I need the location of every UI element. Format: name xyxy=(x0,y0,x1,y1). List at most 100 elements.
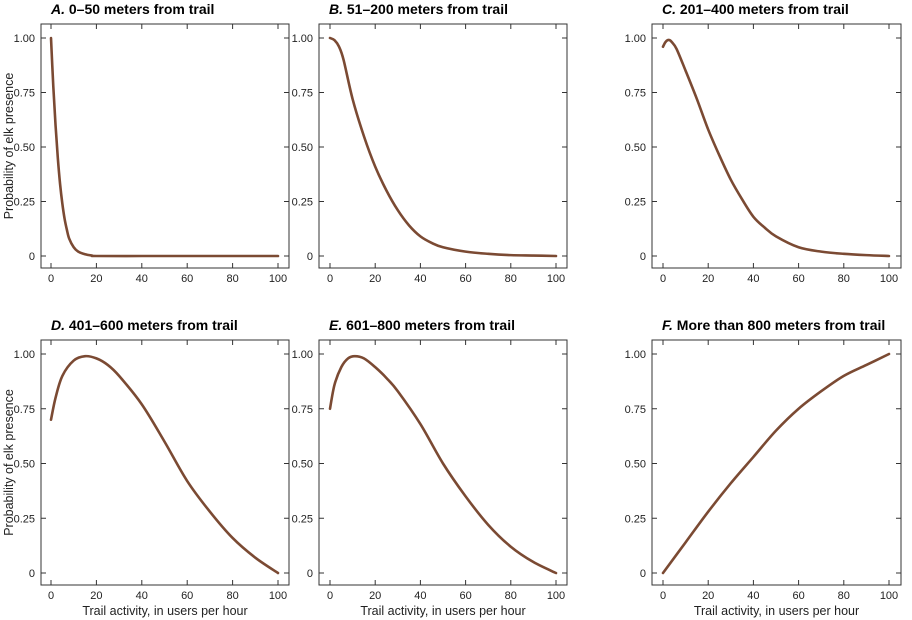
x-tick-label: 60 xyxy=(459,273,471,285)
x-axis-label: Trail activity, in users per hour xyxy=(82,604,247,618)
probability-curve xyxy=(661,352,891,575)
probability-curve xyxy=(49,354,280,575)
y-tick-label: 0.25 xyxy=(625,513,646,525)
y-tick-label: 0 xyxy=(640,251,646,263)
y-tick-label: 0 xyxy=(29,251,35,263)
panel-title-text: 601–800 meters from trail xyxy=(342,317,515,333)
x-tick-label: 20 xyxy=(369,590,381,602)
probability-curve xyxy=(328,36,558,258)
x-tick-label: 80 xyxy=(838,590,850,602)
y-tick-label: 0.75 xyxy=(625,404,646,416)
panel-d: D. 401–600 meters from trail 0 20 40 60 80 100… xyxy=(2,317,290,618)
x-tick-label: 40 xyxy=(414,590,426,602)
x-tick-label: 20 xyxy=(90,590,102,602)
panel-letter: E. xyxy=(329,317,342,333)
panel-e: E. 601–800 meters from trail 0 20 40 60 80 100… xyxy=(292,317,568,618)
probability-curve xyxy=(49,36,280,258)
x-axis-label: Trail activity, in users per hour xyxy=(360,604,525,618)
x-tick-label: 40 xyxy=(747,273,759,285)
y-tick-label: 0.50 xyxy=(14,142,35,154)
y-tick-label: 0.25 xyxy=(14,197,35,209)
panel-b: B. 51–200 meters from trail 0 20 40 60 80 100 0… xyxy=(292,1,568,285)
y-tick-label: 1.00 xyxy=(625,33,646,45)
panel-title: F. More than 800 meters from trail xyxy=(662,317,885,333)
y-tick-label: 0.25 xyxy=(625,197,646,209)
plot-frame xyxy=(40,23,290,269)
plot-frame xyxy=(40,339,290,586)
x-tick-label: 100 xyxy=(269,273,287,285)
x-tick-label: 80 xyxy=(226,590,238,602)
x-tick-label: 40 xyxy=(414,273,426,285)
x-tick-label: 0 xyxy=(327,273,333,285)
x-tick-label: 20 xyxy=(702,590,714,602)
x-tick-label: 60 xyxy=(181,590,193,602)
x-tick-label: 80 xyxy=(505,590,517,602)
panel-letter: C. xyxy=(662,1,676,17)
y-tick-label: 0 xyxy=(640,568,646,580)
x-tick-label: 80 xyxy=(838,273,850,285)
panel-title-text: More than 800 meters from trail xyxy=(673,317,885,333)
panel-title: B. 51–200 meters from trail xyxy=(329,1,508,17)
y-tick-label: 0.50 xyxy=(292,142,313,154)
panel-title-text: 401–600 meters from trail xyxy=(65,317,238,333)
panel-letter: B. xyxy=(329,1,343,17)
x-tick-label: 60 xyxy=(181,273,193,285)
y-tick-label: 0.75 xyxy=(292,88,313,100)
y-axis-label: Probability of elk presence xyxy=(2,389,16,536)
x-tick-label: 100 xyxy=(269,590,287,602)
plot-frame xyxy=(318,339,568,586)
probability-curve xyxy=(661,38,891,258)
y-tick-label: 0.50 xyxy=(625,459,646,471)
x-tick-label: 60 xyxy=(792,590,804,602)
y-tick-label: 0.75 xyxy=(292,404,313,416)
x-tick-label: 40 xyxy=(136,590,148,602)
x-tick-label: 0 xyxy=(327,590,333,602)
panel-title: E. 601–800 meters from trail xyxy=(329,317,515,333)
panel-letter: F. xyxy=(662,317,673,333)
y-tick-label: 1.00 xyxy=(292,349,313,361)
x-tick-label: 60 xyxy=(792,273,804,285)
x-tick-label: 20 xyxy=(369,273,381,285)
plot-frame xyxy=(651,23,902,269)
x-tick-label: 80 xyxy=(505,273,517,285)
y-tick-label: 1.00 xyxy=(292,33,313,45)
x-tick-label: 40 xyxy=(136,273,148,285)
panel-c: C. 201–400 meters from trail 0 20 40 60 80 100… xyxy=(625,1,902,285)
panel-letter: D. xyxy=(51,317,65,333)
probability-curve xyxy=(328,354,558,575)
y-tick-label: 1.00 xyxy=(625,349,646,361)
x-tick-label: 0 xyxy=(48,273,54,285)
y-tick-label: 0.75 xyxy=(14,404,35,416)
panel-title-text: 201–400 meters from trail xyxy=(676,1,849,17)
x-tick-label: 100 xyxy=(880,590,898,602)
y-tick-label: 1.00 xyxy=(14,349,35,361)
x-tick-label: 20 xyxy=(90,273,102,285)
x-tick-label: 0 xyxy=(660,273,666,285)
panel-title: D. 401–600 meters from trail xyxy=(51,317,238,333)
y-axis-label: Probability of elk presence xyxy=(2,73,16,220)
y-tick-label: 0 xyxy=(307,568,313,580)
y-tick-label: 0.50 xyxy=(14,459,35,471)
plot-frame xyxy=(651,339,902,586)
y-tick-label: 0.25 xyxy=(292,197,313,209)
panel-a: A. 0–50 meters from trail 0 20 40 60 80 100 0 0.… xyxy=(2,1,290,285)
panel-f: F. More than 800 meters from trail 0 20 40 6… xyxy=(625,317,902,618)
x-tick-label: 60 xyxy=(459,590,471,602)
y-tick-label: 0.50 xyxy=(292,459,313,471)
x-tick-label: 100 xyxy=(547,273,565,285)
x-tick-label: 0 xyxy=(48,590,54,602)
x-tick-label: 40 xyxy=(747,590,759,602)
x-tick-label: 100 xyxy=(547,590,565,602)
panel-title: C. 201–400 meters from trail xyxy=(662,1,849,17)
panel-title-text: 51–200 meters from trail xyxy=(343,1,508,17)
y-tick-label: 0.75 xyxy=(14,88,35,100)
x-tick-label: 100 xyxy=(880,273,898,285)
y-tick-label: 0.25 xyxy=(292,513,313,525)
y-tick-label: 0 xyxy=(307,251,313,263)
panel-title-text: 0–50 meters from trail xyxy=(65,1,214,17)
x-tick-label: 0 xyxy=(660,590,666,602)
y-tick-label: 1.00 xyxy=(14,33,35,45)
x-tick-label: 20 xyxy=(702,273,714,285)
y-tick-label: 0.50 xyxy=(625,142,646,154)
